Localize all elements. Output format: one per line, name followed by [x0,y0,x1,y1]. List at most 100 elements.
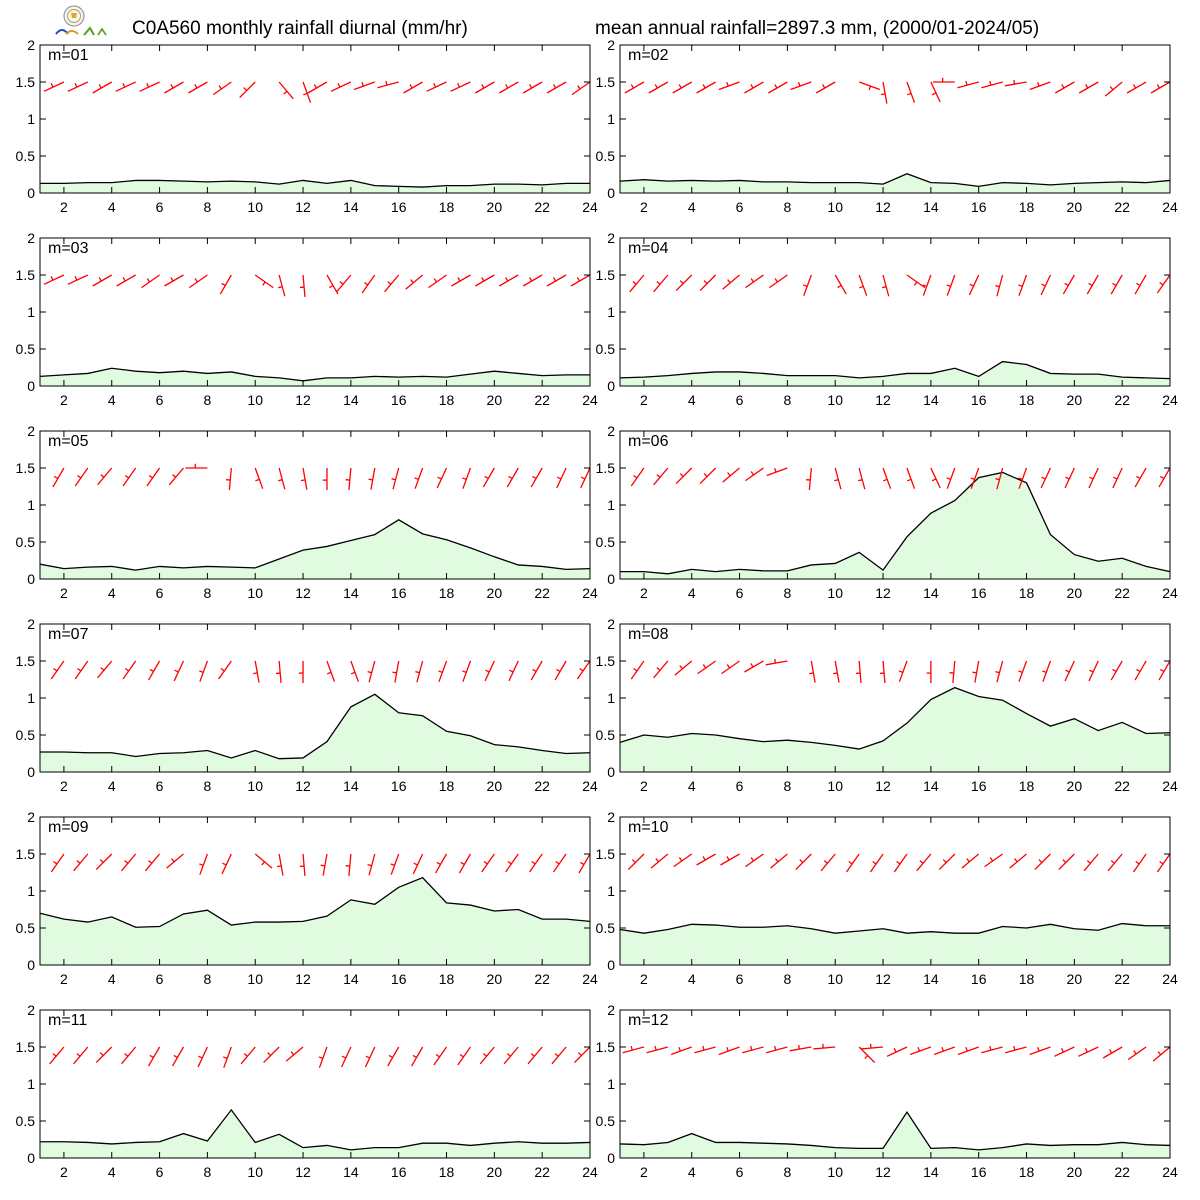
wind-barb-shaft [403,81,423,94]
wind-barb [254,274,274,289]
wind-barb-shaft [813,1046,836,1050]
wind-barb-tick [532,668,537,673]
x-tick-label: 16 [971,971,987,987]
wind-barb [1018,467,1028,489]
rain-area [40,368,590,386]
wind-barb-shaft [766,467,788,477]
wind-barb [1078,81,1099,94]
wind-barb-shaft [438,660,448,682]
wind-barb-tick [529,84,533,89]
wind-barb [933,1046,956,1056]
wind-barbs [40,463,590,490]
y-tick-label: 0.5 [16,534,36,550]
wind-barb [384,274,400,293]
wind-barb-shaft [744,660,764,673]
wind-barb-tick [194,84,198,89]
wind-barb-shaft [52,467,65,488]
x-tick-label: 20 [487,778,503,794]
wind-barb-tick [1018,477,1023,480]
wind-barb [219,274,232,295]
rain-line [620,471,1171,575]
wind-barb-tick [579,861,585,866]
wind-barb-tick [507,860,512,865]
x-tick-label: 22 [534,1164,550,1180]
wind-barbs [40,274,590,297]
wind-barb [121,853,137,872]
x-tick-label: 12 [875,778,891,794]
wind-barb [1127,1046,1147,1061]
wind-barb-shaft [795,853,812,871]
wind-barb-tick [989,80,992,86]
wind-barb-shaft [957,81,979,89]
x-tick-label: 4 [688,392,696,408]
rain-line [619,686,1171,750]
wind-barb-shaft [95,1046,113,1064]
wind-barbs [620,853,1170,873]
wind-barb-shaft [92,81,113,94]
wind-barb-shaft [1078,81,1099,94]
x-tick-label: 4 [688,585,696,601]
wind-barb-shaft [450,81,471,92]
x-tick-label: 18 [1019,392,1035,408]
wind-barb-shaft [570,274,590,287]
wind-barb-shaft [278,467,286,490]
wind-barb-tick [508,475,513,480]
wind-barb [433,1046,448,1066]
wind-barb-shaft [168,467,184,486]
wind-barb-shaft [1029,81,1051,91]
wind-barb-shaft [946,467,956,489]
y-tick-label: 0.5 [596,341,616,357]
wind-barb [855,660,862,683]
wind-barb-tick [556,668,561,673]
wind-barb-shaft [416,660,424,683]
wind-barb [697,660,717,675]
wind-barb-tick [913,281,918,286]
wind-barb-tick [941,1046,945,1052]
wind-barb-shaft [164,274,184,287]
wind-barb [970,467,980,489]
wind-barb-tick [261,861,265,866]
wind-barb-shaft [43,274,65,285]
y-tick-label: 1 [27,111,35,127]
wind-barb-shaft [961,853,980,869]
wind-barb [833,660,840,683]
wind-barb-shaft [166,853,184,869]
x-tick-label: 8 [203,778,211,794]
wind-barb-shaft [653,660,669,679]
wind-barb [326,660,336,682]
wind-barb [164,274,184,287]
x-tick-label: 12 [295,778,311,794]
wind-barb-tick [506,1053,511,1057]
wind-barb [263,1046,280,1064]
wind-barb-tick [53,475,59,480]
x-tick-label: 16 [971,1164,987,1180]
wind-barb-shaft [742,1046,764,1054]
wind-barb [653,467,669,486]
wind-barb-tick [148,860,153,864]
wind-barb [115,81,136,92]
x-tick-label: 18 [439,778,455,794]
wind-barb-shaft [74,467,89,487]
x-tick-label: 12 [875,392,891,408]
wind-barb-tick [243,1053,248,1057]
wind-barb-tick [654,1045,657,1051]
wind-barb-shaft [522,81,543,94]
wind-barb-shaft [221,853,232,875]
wind-barb-shaft [353,81,376,91]
wind-barb-tick [222,862,227,866]
wind-barb-shaft [212,81,232,96]
panel: 00.511.522 4 6 8 10 12 14 16 18 20 22 24m=08 [596,616,1178,794]
wind-barb [1062,274,1075,295]
wind-barb-tick [124,1053,129,1057]
x-tick-label: 4 [108,971,116,987]
wind-barb-tick [243,87,248,92]
wind-barb [508,660,519,682]
wind-barb-tick [505,84,509,89]
wind-barbs [40,853,590,876]
wind-barb-tick [995,477,1000,481]
wind-barb [672,81,693,94]
wind-barb-tick [50,276,54,281]
wind-barb [898,660,908,682]
wind-barb-shaft [336,274,352,293]
x-tick-label: 20 [487,1164,503,1180]
